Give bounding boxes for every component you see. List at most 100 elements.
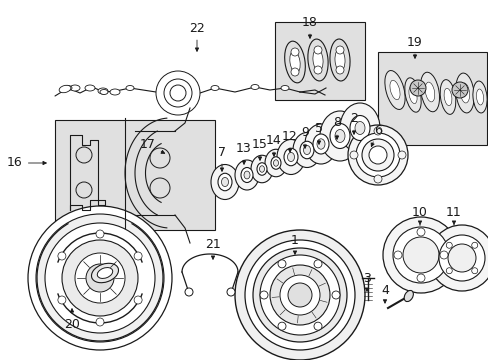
Ellipse shape: [354, 122, 364, 135]
Text: 10: 10: [411, 207, 427, 225]
Circle shape: [278, 322, 285, 330]
Circle shape: [280, 275, 319, 315]
Circle shape: [86, 264, 114, 292]
Circle shape: [163, 79, 192, 107]
Ellipse shape: [284, 41, 305, 83]
Ellipse shape: [312, 49, 323, 71]
Circle shape: [447, 244, 475, 272]
Ellipse shape: [305, 124, 336, 164]
Ellipse shape: [384, 71, 404, 109]
Text: 1: 1: [290, 234, 298, 254]
Ellipse shape: [339, 103, 379, 153]
Circle shape: [393, 251, 401, 259]
Ellipse shape: [475, 89, 483, 105]
Ellipse shape: [110, 89, 120, 95]
Text: 4: 4: [380, 284, 388, 303]
Circle shape: [416, 274, 424, 282]
Circle shape: [347, 125, 407, 185]
Circle shape: [313, 322, 321, 330]
Ellipse shape: [98, 88, 108, 94]
Ellipse shape: [244, 171, 249, 179]
Text: 3: 3: [362, 271, 370, 291]
Circle shape: [313, 46, 321, 54]
Ellipse shape: [316, 139, 325, 149]
Circle shape: [76, 182, 92, 198]
Ellipse shape: [70, 85, 80, 91]
Ellipse shape: [287, 152, 294, 162]
Ellipse shape: [273, 160, 278, 166]
Ellipse shape: [250, 85, 259, 90]
Circle shape: [392, 227, 448, 283]
Ellipse shape: [303, 145, 310, 154]
Ellipse shape: [334, 49, 345, 71]
Ellipse shape: [312, 134, 328, 154]
Ellipse shape: [404, 78, 420, 112]
Ellipse shape: [319, 111, 359, 161]
Ellipse shape: [281, 85, 288, 90]
Circle shape: [287, 283, 311, 307]
Text: 12: 12: [282, 130, 297, 152]
Circle shape: [313, 66, 321, 74]
Ellipse shape: [221, 177, 228, 186]
Ellipse shape: [100, 90, 108, 94]
Circle shape: [361, 139, 393, 171]
Circle shape: [290, 48, 298, 56]
Circle shape: [313, 260, 321, 268]
Circle shape: [439, 251, 447, 259]
Circle shape: [331, 291, 339, 299]
Ellipse shape: [259, 166, 264, 172]
Text: 5: 5: [314, 122, 323, 144]
Circle shape: [290, 68, 298, 76]
Ellipse shape: [299, 141, 313, 159]
Circle shape: [335, 46, 343, 54]
Ellipse shape: [276, 139, 305, 175]
Circle shape: [471, 268, 477, 274]
Circle shape: [36, 214, 163, 342]
Ellipse shape: [218, 173, 231, 191]
Text: 6: 6: [370, 123, 381, 147]
Circle shape: [446, 242, 451, 248]
Text: 9: 9: [301, 126, 308, 148]
Ellipse shape: [126, 85, 134, 90]
Ellipse shape: [289, 51, 300, 73]
Circle shape: [184, 288, 193, 296]
Text: 21: 21: [204, 238, 221, 259]
Ellipse shape: [420, 72, 439, 112]
Circle shape: [62, 240, 138, 316]
Circle shape: [278, 260, 285, 268]
Circle shape: [428, 225, 488, 291]
Circle shape: [134, 296, 142, 304]
Ellipse shape: [472, 81, 486, 113]
Ellipse shape: [460, 83, 468, 103]
Ellipse shape: [210, 85, 219, 90]
Circle shape: [252, 248, 346, 342]
Circle shape: [402, 237, 438, 273]
Ellipse shape: [264, 149, 286, 177]
Ellipse shape: [443, 88, 451, 106]
Circle shape: [416, 228, 424, 236]
Circle shape: [260, 291, 267, 299]
Text: 7: 7: [218, 145, 225, 171]
Circle shape: [269, 265, 329, 325]
Ellipse shape: [270, 157, 281, 169]
Circle shape: [170, 85, 185, 101]
Circle shape: [355, 133, 399, 177]
Ellipse shape: [389, 80, 399, 100]
Circle shape: [451, 82, 467, 98]
Ellipse shape: [250, 155, 272, 183]
Circle shape: [438, 235, 484, 281]
Ellipse shape: [439, 80, 455, 114]
Ellipse shape: [455, 73, 473, 113]
Circle shape: [75, 253, 125, 303]
Circle shape: [156, 71, 200, 115]
Circle shape: [96, 318, 104, 326]
Ellipse shape: [241, 167, 252, 183]
Ellipse shape: [404, 291, 412, 302]
Ellipse shape: [334, 130, 345, 143]
Ellipse shape: [210, 165, 239, 199]
Text: 18: 18: [302, 15, 317, 38]
Circle shape: [349, 151, 357, 159]
Text: 11: 11: [445, 207, 461, 225]
Circle shape: [134, 252, 142, 260]
Ellipse shape: [329, 39, 349, 81]
